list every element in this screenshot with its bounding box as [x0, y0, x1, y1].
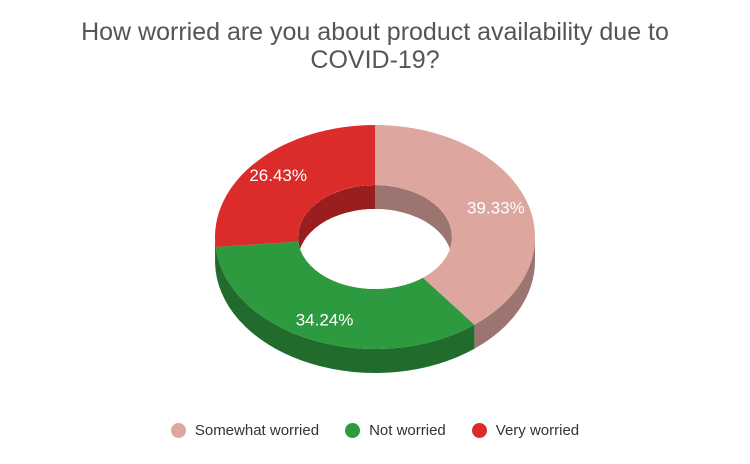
slice-somewhat-worried[interactable] — [375, 125, 536, 325]
inner-wall-somewhat-worried-0 — [375, 185, 452, 261]
data-label-somewhat-worried: 39.33% — [467, 199, 525, 218]
legend-item-somewhat-worried[interactable]: Somewhat worried — [170, 422, 320, 439]
chart-title: How worried are you about product availa… — [81, 18, 669, 74]
slice-not-worried[interactable] — [215, 241, 475, 350]
data-label-not-worried: 34.24% — [296, 310, 354, 329]
legend-label-very-worried: Very worried — [495, 422, 580, 439]
outer-side-not-worried — [215, 247, 475, 374]
legend-item-not-worried[interactable]: Not worried — [345, 422, 446, 439]
outer-side-somewhat-worried — [474, 237, 535, 349]
inner-wall-very-worried-1 — [298, 185, 375, 261]
outer-side-very-worried — [215, 237, 216, 272]
slice-very-worried[interactable] — [215, 125, 375, 248]
legend-item-very-worried[interactable]: Very worried — [471, 422, 580, 439]
legend-marker-not-worried — [345, 423, 361, 438]
legend-label-somewhat-worried: Somewhat worried — [194, 422, 320, 439]
legend-marker-very-worried — [471, 423, 487, 438]
legend-marker-somewhat-worried — [170, 423, 186, 438]
legend: Somewhat worried Not worried Very worrie… — [0, 422, 750, 439]
data-label-very-worried: 26.43% — [249, 166, 307, 185]
legend-label-not-worried: Not worried — [369, 422, 446, 439]
